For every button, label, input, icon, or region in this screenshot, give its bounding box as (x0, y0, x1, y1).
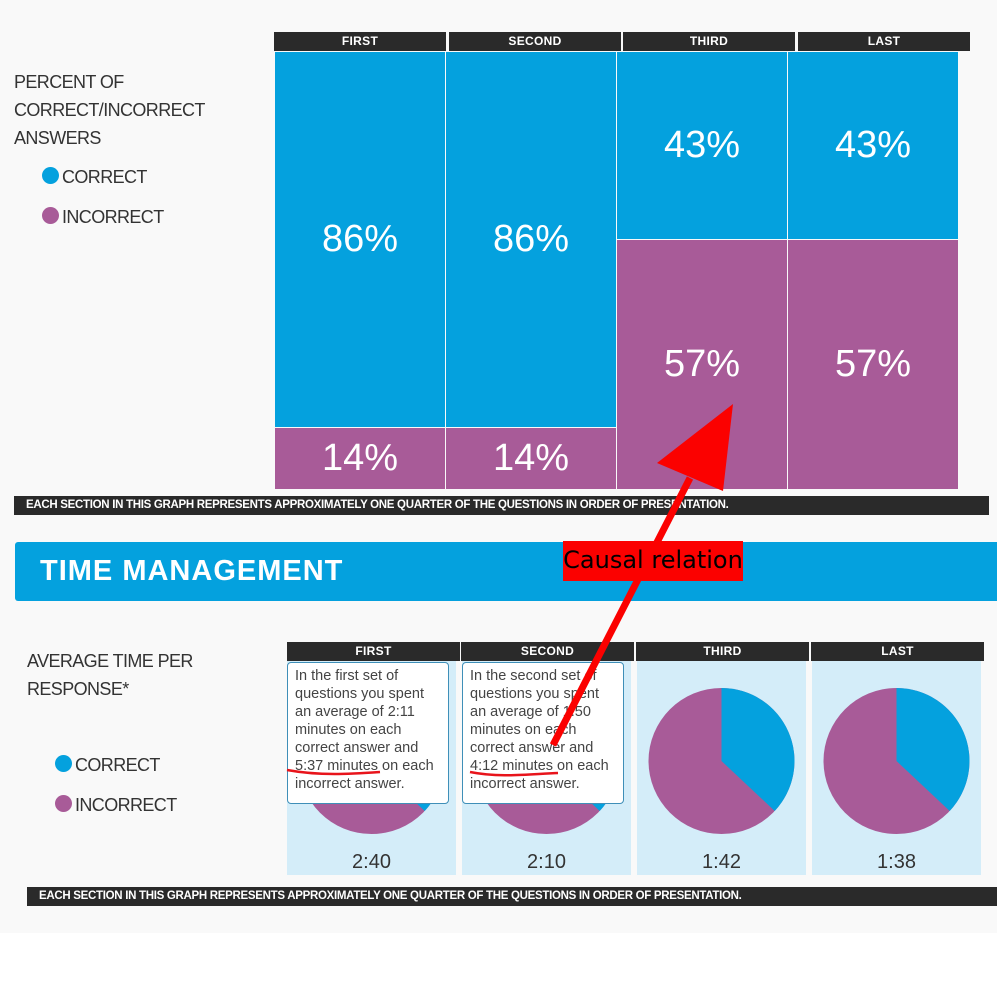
bar-incorrect-first: 14% (275, 428, 445, 489)
bar-header-first: FIRST (274, 32, 446, 51)
pie-chart (648, 688, 795, 834)
pie-slice-correct (896, 688, 970, 811)
percent-title-line: ANSWERS (14, 128, 101, 148)
time-title-line: AVERAGE TIME PER (27, 651, 193, 671)
bar-header-last: LAST (798, 32, 970, 51)
pie-average-time: 2:10 (527, 851, 566, 873)
legend-incorrect-swatch (55, 795, 72, 812)
percent-title-line: CORRECT/INCORRECT (14, 100, 205, 120)
legend-incorrect-swatch (42, 207, 59, 224)
bar-correct-third: 43% (617, 52, 787, 239)
pie-chart (823, 688, 970, 834)
pie-average-time: 2:40 (352, 851, 391, 873)
pie-header-last: LAST (811, 642, 984, 661)
legend-incorrect-label: INCORRECT (62, 207, 164, 227)
pie-cell-last: 1:38 (812, 661, 981, 875)
percent-chart-footnote: EACH SECTION IN THIS GRAPH REPRESENTS AP… (14, 496, 989, 515)
legend-correct-label: CORRECT (75, 755, 160, 775)
pie-average-time: 1:38 (877, 851, 916, 873)
section-title: TIME MANAGEMENT (40, 555, 344, 587)
annotation-label: Causal relation (563, 541, 743, 581)
time-title-line: RESPONSE* (27, 679, 129, 699)
bar-correct-second: 86% (446, 52, 616, 427)
bar-correct-first: 86% (275, 52, 445, 427)
percent-title-line: PERCENT OF (14, 72, 124, 92)
bar-header-second: SECOND (449, 32, 621, 51)
pie-header-second: SECOND (461, 642, 634, 661)
bar-header-third: THIRD (623, 32, 795, 51)
time-management-banner: TIME MANAGEMENT (15, 542, 997, 601)
underline-mark (286, 768, 381, 776)
tooltip-first: In the first set of questions you spent … (287, 662, 449, 804)
legend-correct-swatch (55, 755, 72, 772)
time-chart-footnote: EACH SECTION IN THIS GRAPH REPRESENTS AP… (27, 887, 997, 906)
legend-incorrect-label: INCORRECT (75, 795, 177, 815)
arrow-head (657, 404, 733, 491)
legend-correct-label: CORRECT (62, 167, 147, 187)
bar-correct-last: 43% (788, 52, 958, 239)
tooltip-second: In the second set of questions you spent… (462, 662, 624, 804)
pie-slice-correct (721, 688, 795, 811)
bar-incorrect-second: 14% (446, 428, 616, 489)
pie-average-time: 1:42 (702, 851, 741, 873)
arrow-shaft (549, 476, 694, 747)
pie-cell-third: 1:42 (637, 661, 806, 875)
legend-correct-swatch (42, 167, 59, 184)
bar-incorrect-last: 57% (788, 240, 958, 489)
underline-mark (469, 770, 559, 777)
pie-header-first: FIRST (287, 642, 460, 661)
pie-header-third: THIRD (636, 642, 809, 661)
